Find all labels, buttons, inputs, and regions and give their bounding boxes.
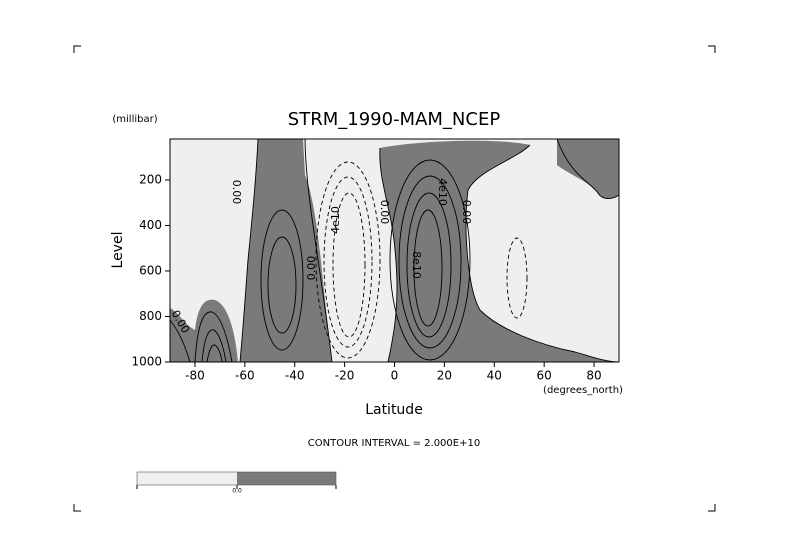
contour-lines [169, 138, 620, 363]
y-tick-label: 400 [139, 218, 162, 232]
colorbar-positive [237, 472, 336, 485]
x-tick-label: -20 [335, 369, 355, 383]
contour-label: 0.00 [378, 200, 391, 225]
x-tick-label: -80 [185, 369, 205, 383]
y-tick-label: 1000 [131, 355, 162, 369]
y-tick-label: 800 [139, 309, 162, 323]
contour-label: 4e10 [436, 178, 449, 206]
colorbar-negative [137, 472, 237, 485]
x-tick-label: 60 [537, 369, 552, 383]
x-tick-label: -40 [285, 369, 305, 383]
contour-label: 0.00 [460, 200, 473, 225]
x-unit: (degrees_north) [543, 385, 623, 396]
contour-label: 0.00 [305, 256, 318, 281]
contour-label: 4e10 [329, 206, 342, 234]
x-tick-label: 20 [437, 369, 452, 383]
y-tick-label: 600 [139, 263, 162, 277]
x-axis-title: Latitude [365, 402, 423, 418]
colorbar-ticks [136, 485, 337, 489]
contour-label: 0.00 [230, 180, 243, 205]
x-tick-label: -60 [235, 369, 255, 383]
x-tick-label: 0 [391, 369, 399, 383]
y-axis-title: Level [110, 232, 126, 269]
y-tick-label: 200 [139, 172, 162, 186]
colorbar: 0.0 [136, 471, 337, 495]
y-unit: (millibar) [112, 114, 157, 125]
annotation: CONTOUR INTERVAL = 2.000E+10 [308, 438, 480, 449]
x-tick-label: 80 [586, 369, 601, 383]
negative-contours [315, 161, 528, 359]
plot-area: 0.00 0.00 0.00 4e10 0.00 4e10 8e10 0.00 [169, 138, 620, 363]
chart-title: STRM_1990-MAM_NCEP [288, 109, 501, 130]
corner-marks [73, 45, 716, 512]
x-tick-label: 40 [487, 369, 502, 383]
contour-label: 8e10 [410, 251, 423, 279]
colorbar-label: 0.0 [232, 488, 242, 495]
